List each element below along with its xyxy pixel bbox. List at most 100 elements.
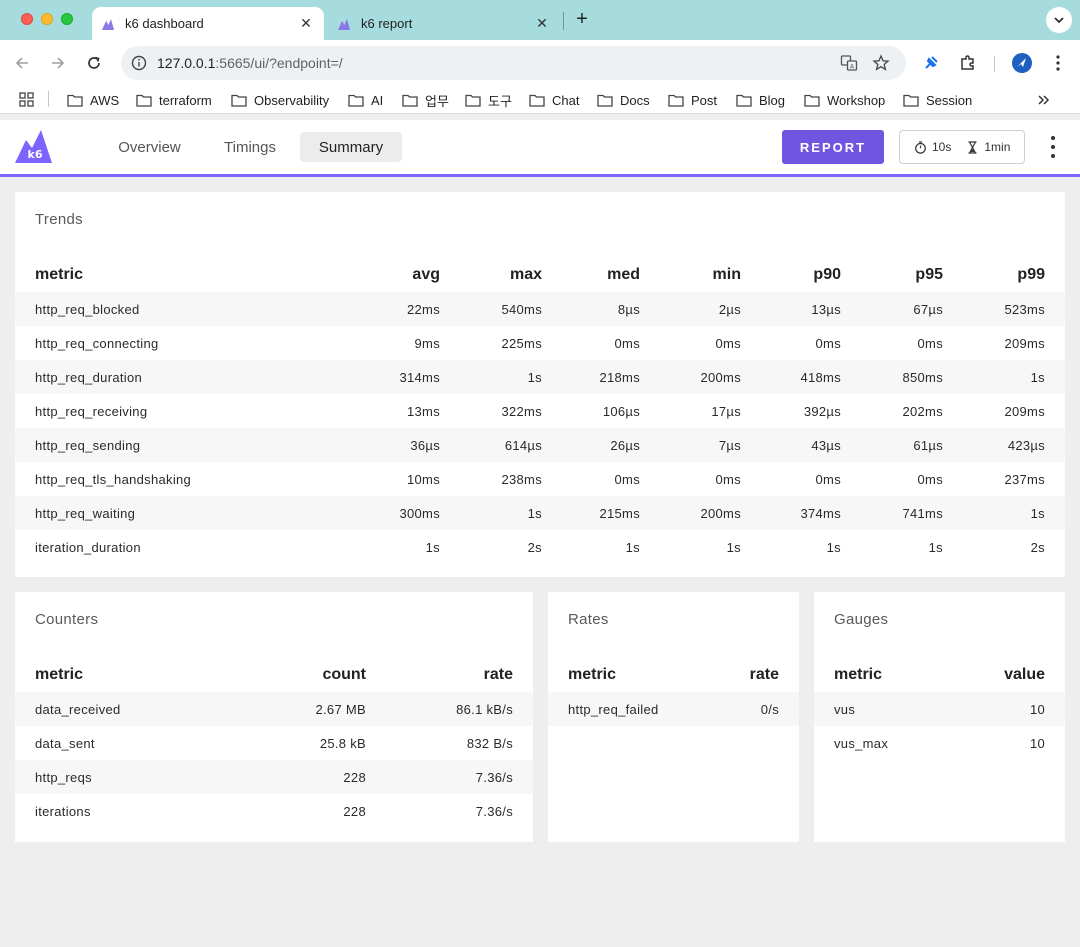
report-button[interactable]: REPORT: [782, 130, 884, 164]
column-header-value: value: [1004, 666, 1045, 683]
new-tab-button[interactable]: +: [576, 8, 588, 30]
tab-timings[interactable]: Timings: [224, 138, 276, 156]
table-header-row: metric count rate: [15, 658, 533, 692]
url-path: :5665/ui/?endpoint=/: [215, 55, 343, 71]
period-setting[interactable]: 10s: [914, 140, 951, 154]
tab-overview[interactable]: Overview: [118, 138, 181, 156]
metric-value-cell: 26µs: [562, 428, 660, 462]
url-text[interactable]: 127.0.0.1:5665/ui/?endpoint=/: [157, 55, 343, 71]
folder-icon: [597, 94, 613, 107]
metric-value-cell: 0ms: [715, 471, 741, 487]
bookmark-folder[interactable]: Docs: [597, 91, 650, 109]
metric-value-cell: 7.36/s: [475, 803, 513, 819]
metric-name-cell: vus: [814, 692, 954, 726]
metric-value-cell: 237ms: [1004, 471, 1045, 487]
window-zoom-button[interactable]: [61, 13, 73, 25]
folder-icon: [529, 94, 545, 107]
column-header-p95: p95: [915, 266, 943, 283]
metric-name-cell: iteration_duration: [35, 539, 141, 555]
bookmark-folder[interactable]: 업무: [402, 91, 449, 109]
table-row: iteration_duration 1s 2s 1s 1s 1s 1s 2s: [15, 530, 1065, 564]
extensions-button[interactable]: [958, 53, 978, 73]
bookmark-folder[interactable]: terraform: [136, 91, 212, 109]
metric-value-cell: 215ms: [562, 496, 660, 530]
metric-value-cell: 200ms: [660, 496, 761, 530]
bookmark-folder[interactable]: Chat: [529, 91, 579, 109]
column-header-med: med: [607, 266, 640, 283]
window-close-button[interactable]: [21, 13, 33, 25]
browser-tab-k6-dashboard[interactable]: k6 dashboard ✕: [92, 7, 324, 40]
metric-value-cell: 741ms: [861, 496, 963, 530]
close-tab-icon[interactable]: ✕: [536, 15, 548, 31]
bookmark-folder[interactable]: AI: [348, 91, 383, 109]
site-info-icon[interactable]: [129, 53, 149, 73]
metric-value-cell: 67µs: [861, 292, 963, 326]
bookmark-folder[interactable]: Session: [903, 91, 972, 109]
metric-value-cell: 1s: [625, 539, 640, 555]
bookmark-star-icon[interactable]: [872, 54, 890, 72]
bookmark-folder[interactable]: Observability: [231, 91, 329, 109]
metric-value-cell: 2.67 MB: [241, 692, 386, 726]
column-header-metric: metric: [834, 666, 883, 683]
tab-search-button[interactable]: [1046, 7, 1072, 33]
metric-value-cell: 1s: [963, 360, 1065, 394]
range-setting[interactable]: 1min: [967, 140, 1010, 154]
browser-menu-button[interactable]: [1048, 53, 1068, 73]
browser-tab-k6-report[interactable]: k6 report ✕: [328, 7, 560, 40]
metric-value-cell: 0/s: [708, 692, 799, 726]
rates-card: Rates metric rate http_req_failed 0/s: [548, 592, 799, 842]
bookmark-label: Post: [691, 92, 718, 108]
header-accent-line: [0, 174, 1080, 177]
bookmark-label: Observability: [254, 92, 330, 108]
profile-button[interactable]: [1011, 52, 1033, 74]
tab-summary[interactable]: Summary: [300, 132, 402, 162]
column-header-metric: metric: [35, 266, 84, 283]
reload-button[interactable]: [84, 53, 104, 73]
counters-table: metric count rate data_received 2.67 MB 86.1…: [15, 658, 533, 828]
double-chevron-right-icon[interactable]: [1037, 93, 1051, 107]
time-settings[interactable]: 10s 1min: [899, 130, 1025, 164]
close-tab-icon[interactable]: ✕: [300, 15, 312, 31]
column-header-rate: rate: [483, 666, 513, 683]
bookmark-label: terraform: [159, 92, 212, 108]
metric-value-cell: 1s: [460, 360, 562, 394]
card-title: Gauges: [834, 611, 889, 628]
metric-value-cell: 10ms: [407, 471, 440, 487]
translate-icon[interactable]: A: [840, 54, 858, 72]
table-row: http_req_receiving 13ms 322ms 106µs 17µs 392µ…: [15, 394, 1065, 428]
metric-value-cell: 228: [343, 803, 366, 819]
metric-name-cell: http_req_sending: [15, 428, 347, 462]
k6-logo-icon[interactable]: k6: [15, 130, 52, 163]
chevron-down-icon: [1054, 17, 1064, 24]
k6-favicon-icon: [102, 18, 114, 30]
forward-button[interactable]: [48, 53, 68, 73]
column-header-p99: p99: [1017, 266, 1045, 283]
card-title: Trends: [35, 211, 83, 228]
bookmark-folder[interactable]: Workshop: [804, 91, 885, 109]
address-bar[interactable]: 127.0.0.1:5665/ui/?endpoint=/ A: [121, 46, 906, 80]
bookmark-folder[interactable]: Blog: [736, 91, 785, 109]
app-menu-button[interactable]: [1043, 136, 1063, 158]
extension-pin-button[interactable]: [921, 53, 941, 73]
bookmark-folder[interactable]: AWS: [67, 91, 119, 109]
column-header-avg: avg: [412, 266, 440, 283]
bookmark-folder[interactable]: 도구: [465, 91, 512, 109]
column-header-count: count: [322, 666, 366, 683]
table-row: http_req_connecting 9ms 225ms 0ms 0ms 0ms 0ms 2…: [15, 326, 1065, 360]
column-header-metric: metric: [35, 666, 84, 683]
counters-card: Counters metric count rate data_received 2.…: [15, 592, 533, 842]
bookmark-label: Session: [926, 92, 973, 108]
metric-value-cell: 13µs: [761, 292, 861, 326]
bookmark-folder[interactable]: Post: [668, 91, 717, 109]
card-title: Rates: [568, 611, 609, 628]
window-minimize-button[interactable]: [41, 13, 53, 25]
metric-value-cell: 36µs: [347, 428, 460, 462]
bookmark-label: Workshop: [827, 92, 886, 108]
svg-text:A: A: [850, 64, 855, 71]
metric-value-cell: 0ms: [917, 471, 943, 487]
back-button[interactable]: [12, 53, 32, 73]
folder-icon: [668, 94, 684, 107]
column-header-max: max: [509, 266, 542, 283]
metric-name-cell: data_received: [15, 692, 241, 726]
apps-grid-icon[interactable]: [19, 92, 34, 107]
